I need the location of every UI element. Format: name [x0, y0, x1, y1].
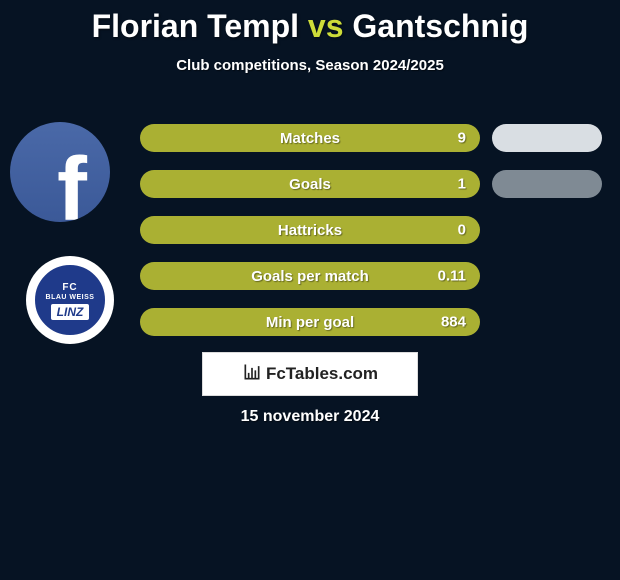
stat-bar-value: 884	[441, 314, 466, 331]
club-line2: BLAU WEISS	[46, 294, 95, 301]
club-badge: FC BLAU WEISS LINZ	[26, 256, 114, 344]
stat-bars: Matches 9 Goals 1 Hattricks 0 Goals per match 0…	[140, 124, 480, 354]
stat-bar: Matches 9	[140, 124, 480, 152]
facebook-f-icon: f	[57, 139, 87, 223]
right-pill-column	[492, 124, 602, 354]
stat-bar-label: Min per goal	[266, 314, 354, 331]
player-b-name: Gantschnig	[352, 8, 528, 44]
stat-bar-label: Goals per match	[251, 268, 369, 285]
player-a-avatar-placeholder: f	[10, 122, 110, 222]
right-pill	[492, 170, 602, 198]
stat-bar-value: 1	[458, 176, 466, 193]
club-line3: LINZ	[51, 304, 90, 320]
right-pill	[492, 124, 602, 152]
stat-bar-value: 9	[458, 130, 466, 147]
bar-chart-icon	[242, 362, 262, 387]
attribution-text: FcTables.com	[266, 364, 378, 384]
club-badge-inner: FC BLAU WEISS LINZ	[33, 263, 107, 337]
club-line1: FC	[62, 282, 77, 293]
stat-bar: Goals per match 0.11	[140, 262, 480, 290]
stat-bar: Hattricks 0	[140, 216, 480, 244]
stat-bar: Min per goal 884	[140, 308, 480, 336]
stat-bar-value: 0	[458, 222, 466, 239]
stat-bar-label: Hattricks	[278, 222, 342, 239]
stat-bar: Goals 1	[140, 170, 480, 198]
player-a-name: Florian Templ	[92, 8, 299, 44]
headline-title: Florian Templ vs Gantschnig	[0, 0, 620, 45]
versus-word: vs	[308, 8, 344, 44]
stat-bar-label: Matches	[280, 130, 340, 147]
attribution-box: FcTables.com	[202, 352, 418, 396]
date-label: 15 november 2024	[0, 408, 620, 426]
stat-bar-value: 0.11	[438, 268, 466, 285]
stat-bar-label: Goals	[289, 176, 331, 193]
subtitle: Club competitions, Season 2024/2025	[0, 57, 620, 74]
